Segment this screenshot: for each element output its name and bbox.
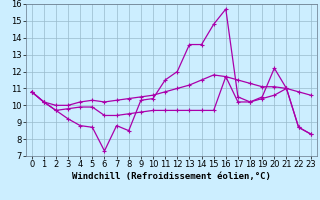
X-axis label: Windchill (Refroidissement éolien,°C): Windchill (Refroidissement éolien,°C) [72, 172, 271, 181]
